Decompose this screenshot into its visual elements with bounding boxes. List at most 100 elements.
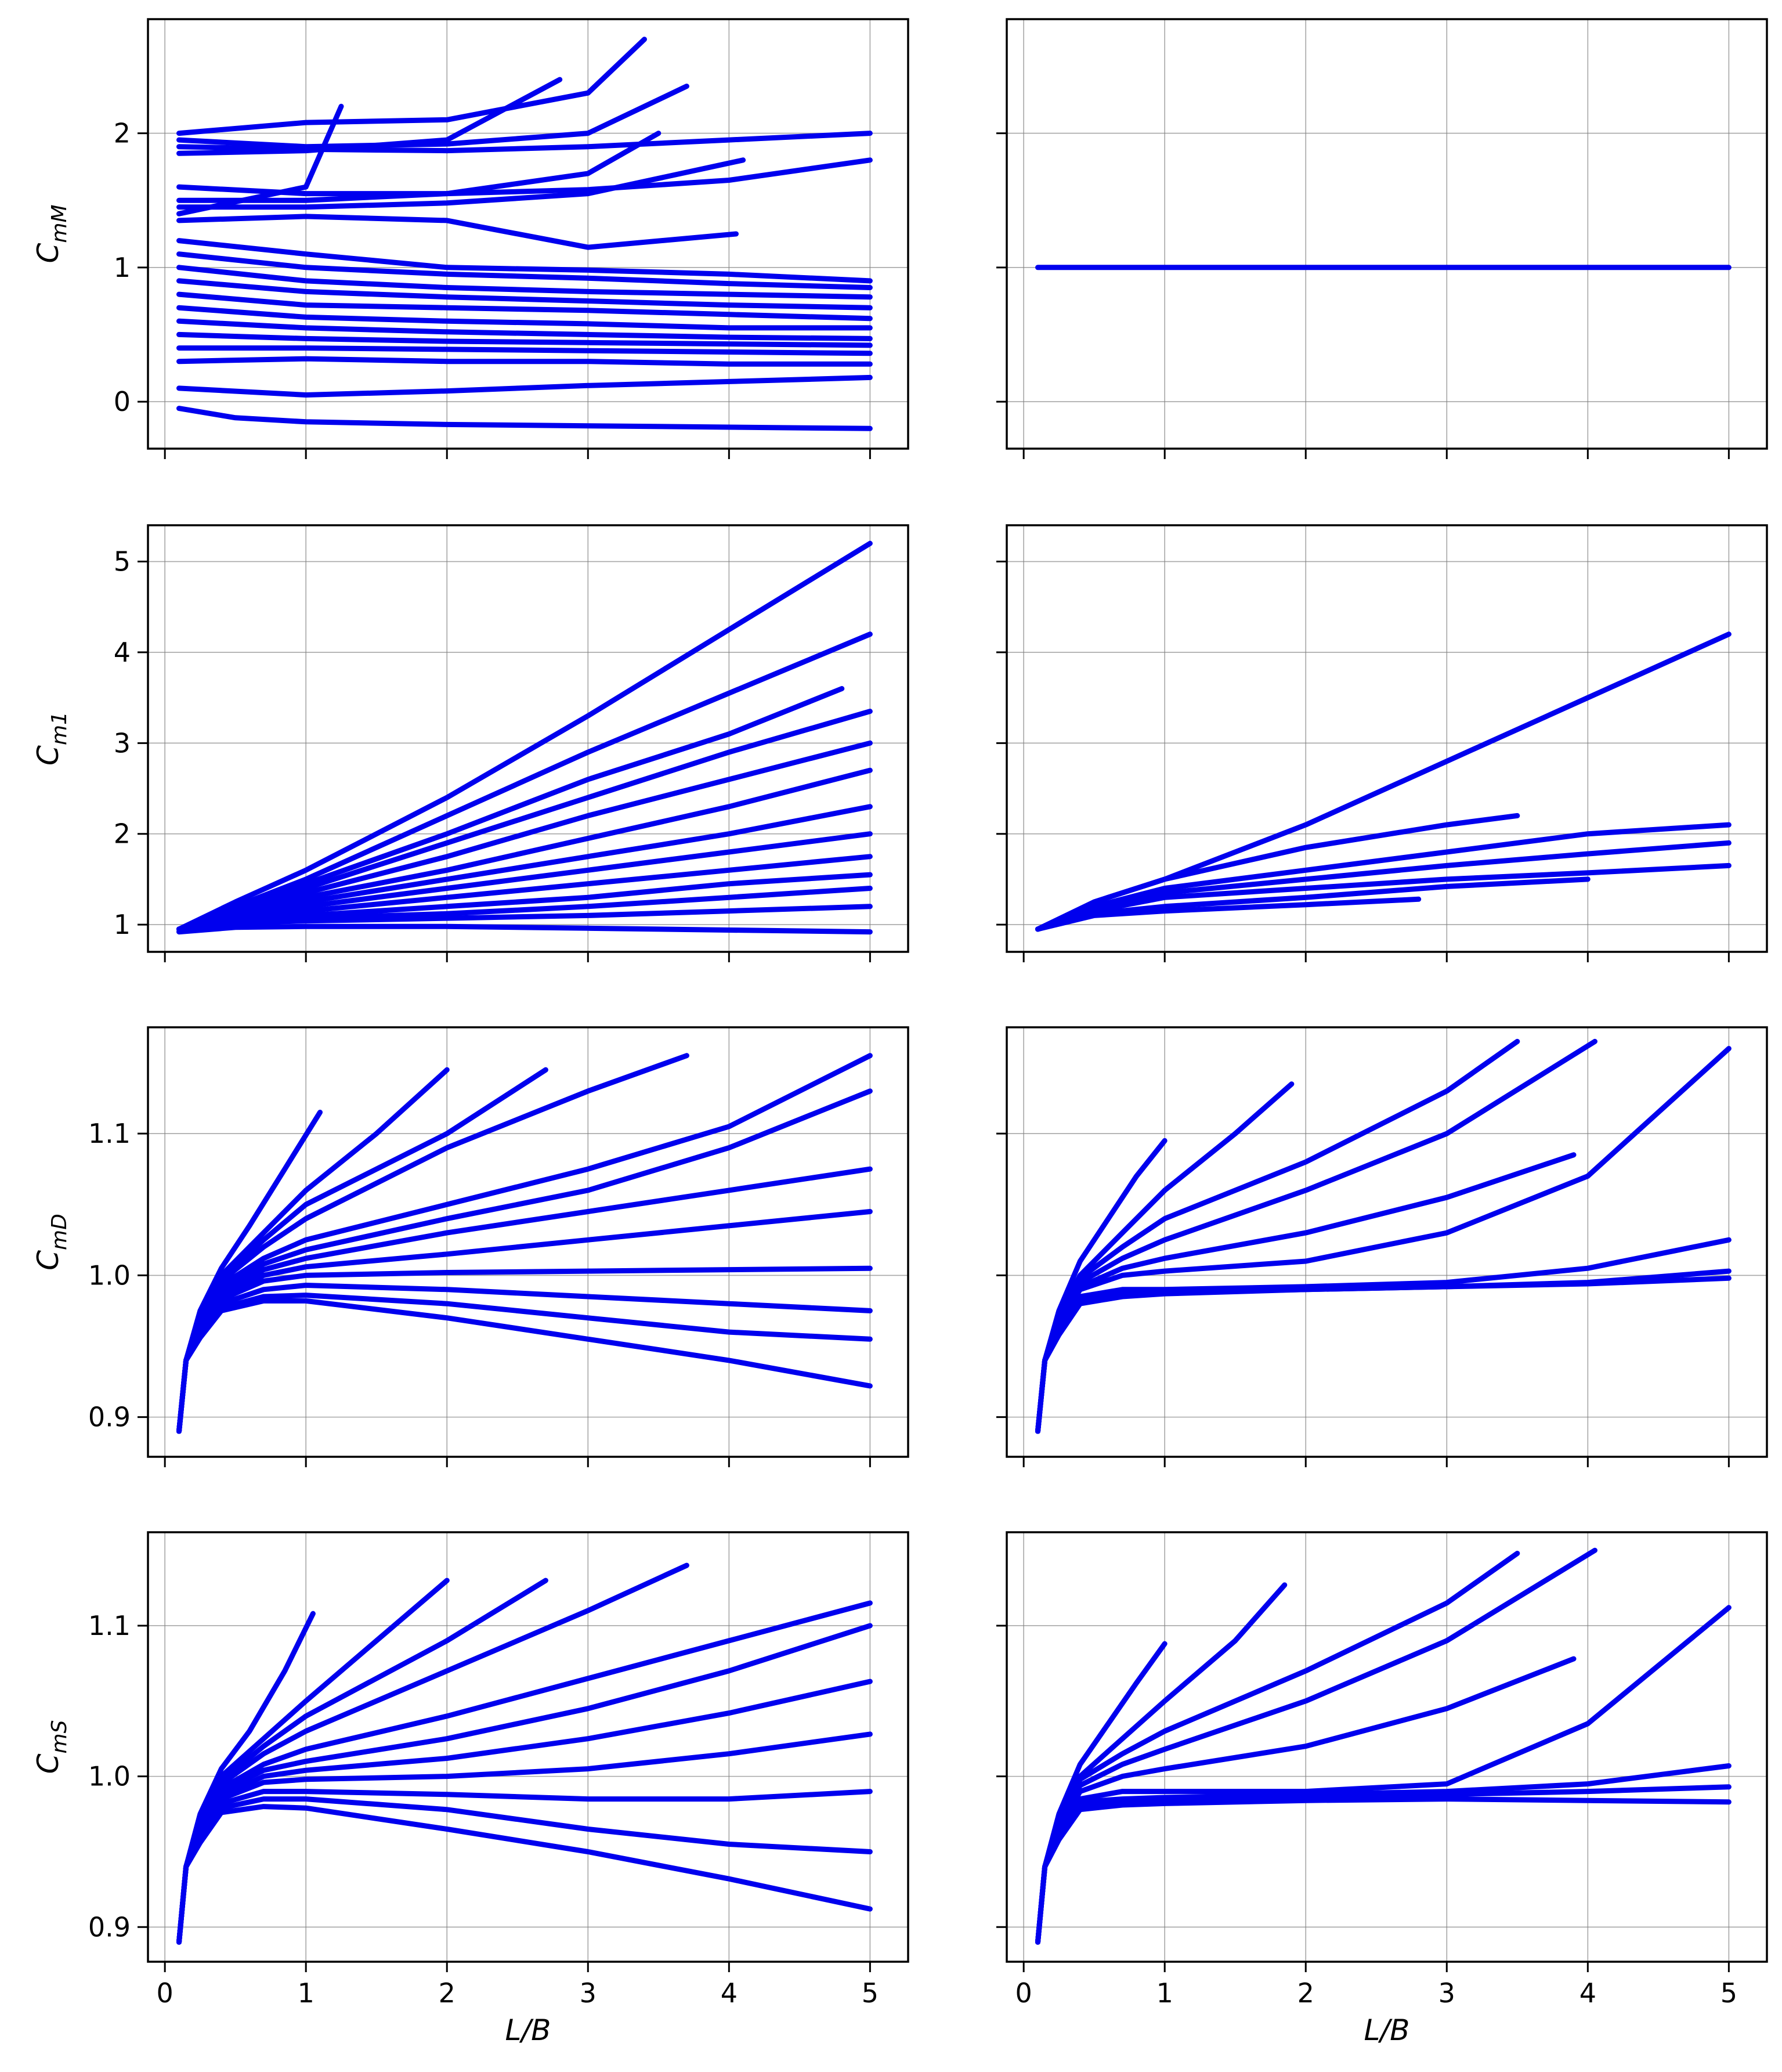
panel-cmS-right: 0 1 2 3 4 5 L/B (996, 1531, 1768, 2047)
panel-cmM-left-series-13 (176, 291, 873, 322)
panel-cm1-left-series-1 (176, 631, 873, 932)
panel-cmS-left-ytick-label-2: 1.1 (88, 1610, 131, 1641)
panel-cmD-left-ylabel: CmD (31, 1214, 71, 1270)
panel-cmS-left-xtick-label-2: 2 (439, 1977, 456, 2009)
panel-cmM-left-series-14 (176, 305, 873, 331)
panel-cmS-left-xtick-label-5: 5 (862, 1977, 879, 2009)
panel-cmS-right-frame (1006, 1531, 1768, 1963)
panel-cmM-left-series-18 (176, 356, 873, 367)
panel-cmM-left-series-group (176, 37, 873, 431)
panel-cm1-left-frame (147, 524, 909, 953)
panel-cmS-right-xlabel: L/B (1364, 2013, 1409, 2047)
panel-cmS-left-ylabel: CmS (31, 1720, 71, 1774)
panel-cmD-left-ytick-label-2: 1.1 (88, 1118, 131, 1149)
panel-cmD-left-ytick-label-0: 0.9 (88, 1402, 131, 1433)
panel-cmM-left: 0 1 2 CmM (31, 18, 909, 459)
panel-cmM-left-series-4 (176, 157, 873, 197)
panel-cmD-right-frame (1006, 1026, 1768, 1458)
panel-cmM-left-frame (147, 18, 909, 450)
panel-cmM-right (996, 18, 1768, 459)
panel-cmM-left-ylabel: CmM (31, 204, 71, 263)
panel-cmS-right-xtick-label-4: 4 (1579, 1977, 1596, 2009)
panel-cmD-left-frame (147, 1026, 909, 1458)
panel-cmD-left-series-11 (176, 1298, 873, 1434)
panel-cmS-left-ytick-label-1: 1.0 (88, 1761, 131, 1792)
panel-cmM-left-series-1 (176, 84, 689, 150)
panel-cm1-left-series-0 (176, 540, 873, 932)
panel-cmS-right-series-7 (1035, 1784, 1732, 1945)
panel-cmM-right-frame (1006, 18, 1768, 450)
panel-cmS-right-series-group (1035, 1547, 1732, 1945)
panel-cmM-left-ytick-label-1: 1 (114, 252, 131, 283)
panel-cmD-left-ytick-label-1: 1.0 (88, 1259, 131, 1291)
panel-cmS-left-series-8 (176, 1789, 873, 1945)
panel-cm1-left-series-group (176, 540, 873, 935)
panel-cm1-left-series-4 (176, 740, 873, 932)
panel-cmD-right-series-group (1035, 1038, 1732, 1434)
panel-cmS-left-xtick-label-4: 4 (721, 1977, 738, 2009)
panel-cmM-left-ytick-label-2: 2 (114, 118, 131, 149)
panel-cmD-left-series-4 (176, 1053, 873, 1434)
panel-cm1-right (996, 524, 1768, 962)
panel-cmD-right-series-0 (1035, 1138, 1167, 1434)
panel-cm1-left-ylabel: Cm1 (31, 712, 71, 766)
panel-cmM-left-ytick-label-0: 0 (114, 386, 131, 417)
panel-cmM-left-series-5 (176, 131, 662, 203)
panel-cmS-left-series-2 (176, 1578, 548, 1945)
panel-cmS-left-frame (147, 1531, 909, 1963)
panel-cmD-right (996, 1026, 1768, 1467)
panel-cmD-right-series-5 (1035, 1046, 1732, 1434)
panel-cmM-left-series-20 (176, 406, 873, 431)
panel-cmM-left-series-11 (176, 265, 873, 300)
panel-cm1-left-series-11 (176, 904, 873, 932)
panel-cmS-left-series-9 (176, 1796, 873, 1945)
panel-cmS-left-xtick-label-3: 3 (580, 1977, 597, 2009)
panel-cmS-right-xtick-label-2: 2 (1297, 1977, 1314, 2009)
panel-cm1-left-ytick-label-1: 2 (114, 818, 131, 850)
panel-cmS-left-series-10 (176, 1804, 873, 1945)
panel-cmD-left-series-5 (176, 1088, 873, 1434)
panel-cmM-left-series-0 (176, 37, 647, 136)
panel-cm1-left-ytick-label-2: 3 (114, 727, 131, 759)
panel-cmS-left: 0 1 2 3 4 5 0.9 1.0 1.1 CmS L/B (31, 1531, 909, 2047)
panel-cmM-left-series-7 (176, 103, 344, 216)
panel-cmM-left-series-12 (176, 278, 873, 311)
panel-cmM-left-series-9 (176, 238, 873, 284)
panel-cmD-left-series-10 (176, 1293, 873, 1434)
panel-cmM-left-series-3 (176, 77, 563, 156)
panel-cmS-right-series-3 (1035, 1547, 1597, 1945)
panel-cmS-right-xtick-label-1: 1 (1156, 1977, 1173, 2009)
panel-cmM-left-series-10 (176, 251, 873, 290)
panel-cmS-right-series-1 (1035, 1582, 1288, 1945)
panel-cmD-right-series-6 (1035, 1237, 1732, 1434)
panel-cmD-left: 0.9 1.0 1.1 CmD (31, 1026, 909, 1467)
panel-cmS-left-series-group (176, 1562, 873, 1945)
panel-cmM-left-series-15 (176, 318, 873, 341)
panel-cmM-left-series-16 (176, 331, 873, 348)
panel-cm1-right-series-1 (1035, 813, 1520, 932)
panel-cmD-left-series-group (176, 1053, 873, 1434)
panel-cmS-left-xtick-label-1: 1 (298, 1977, 315, 2009)
panel-cm1-left-ytick-label-0: 1 (114, 909, 131, 940)
panel-cmM-left-series-8 (176, 214, 739, 250)
panel-cmS-left-xlabel: L/B (505, 2013, 551, 2047)
panel-cm1-left-series-5 (176, 767, 873, 932)
panel-cmM-left-series-17 (176, 345, 873, 356)
panel-cmS-left-xtick-label-0: 0 (157, 1977, 173, 2009)
panel-cmS-right-xtick-label-5: 5 (1720, 1977, 1737, 2009)
panel-cm1-right-series-6 (1035, 896, 1422, 932)
panel-cm1-right-series-4 (1035, 862, 1732, 932)
panel-cmS-right-xtick-label-3: 3 (1438, 1977, 1455, 2009)
panel-cmS-left-ytick-label-0: 0.9 (88, 1911, 131, 1943)
panel-cmD-left-series-7 (176, 1209, 873, 1434)
panel-cmS-right-xtick-label-0: 0 (1015, 1977, 1032, 2009)
panel-cm1-right-frame (1006, 524, 1768, 953)
panel-cm1-left-series-12 (176, 923, 873, 935)
panel-cm1-right-series-3 (1035, 840, 1732, 932)
panel-cm1-left: 1 2 3 4 5 Cm1 (31, 524, 909, 962)
panel-cm1-left-ytick-label-3: 4 (114, 637, 131, 668)
panel-cm1-left-ytick-label-4: 5 (114, 546, 131, 577)
panel-cmD-right-series-8 (1035, 1275, 1732, 1434)
panel-cmD-left-series-9 (176, 1283, 873, 1434)
